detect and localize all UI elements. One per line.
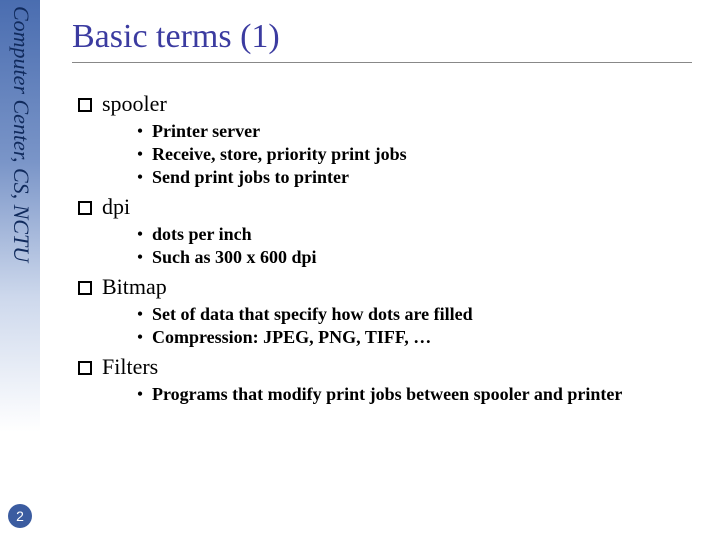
section-heading: dpi: [72, 194, 700, 220]
list-item-text: Such as 300 x 600 dpi: [152, 247, 317, 267]
list-item: •dots per inch: [130, 224, 700, 245]
section-items: •Programs that modify print jobs between…: [72, 384, 700, 405]
list-item: •Compression: JPEG, PNG, TIFF, …: [130, 327, 700, 348]
outline-list: spooler •Printer server •Receive, store,…: [72, 91, 700, 405]
list-item-text: Programs that modify print jobs between …: [152, 384, 622, 404]
bullet-icon: •: [130, 304, 150, 325]
list-item: •Programs that modify print jobs between…: [130, 384, 700, 405]
bullet-icon: •: [130, 144, 150, 165]
list-item: •Such as 300 x 600 dpi: [130, 247, 700, 268]
page-number-badge: 2: [8, 504, 32, 528]
list-item-text: dots per inch: [152, 224, 252, 244]
section-items: •Printer server •Receive, store, priorit…: [72, 121, 700, 188]
list-item: •Set of data that specify how dots are f…: [130, 304, 700, 325]
section-heading-text: spooler: [102, 91, 167, 116]
list-item-text: Printer server: [152, 121, 260, 141]
page-number: 2: [16, 508, 24, 524]
bullet-icon: •: [130, 384, 150, 405]
title-underline: [72, 62, 692, 63]
list-item-text: Send print jobs to printer: [152, 167, 349, 187]
hollow-square-icon: [78, 98, 92, 112]
section-heading: Bitmap: [72, 274, 700, 300]
section-heading: spooler: [72, 91, 700, 117]
section-heading: Filters: [72, 354, 700, 380]
hollow-square-icon: [78, 201, 92, 215]
section-heading-text: dpi: [102, 194, 130, 219]
sidebar-org-label: Computer Center, CS, NCTU: [8, 6, 34, 262]
section-heading-text: Filters: [102, 354, 158, 379]
section-heading-text: Bitmap: [102, 274, 167, 299]
list-item: •Receive, store, priority print jobs: [130, 144, 700, 165]
hollow-square-icon: [78, 361, 92, 375]
list-item-text: Receive, store, priority print jobs: [152, 144, 407, 164]
bullet-icon: •: [130, 167, 150, 188]
slide-title: Basic terms (1): [72, 18, 700, 56]
list-item: •Send print jobs to printer: [130, 167, 700, 188]
section-items: •dots per inch •Such as 300 x 600 dpi: [72, 224, 700, 268]
slide-content: Basic terms (1) spooler •Printer server …: [72, 18, 700, 407]
bullet-icon: •: [130, 327, 150, 348]
section-items: •Set of data that specify how dots are f…: [72, 304, 700, 348]
sidebar-gradient: Computer Center, CS, NCTU: [0, 0, 40, 540]
list-item-text: Compression: JPEG, PNG, TIFF, …: [152, 327, 431, 347]
list-item-text: Set of data that specify how dots are fi…: [152, 304, 473, 324]
hollow-square-icon: [78, 281, 92, 295]
bullet-icon: •: [130, 121, 150, 142]
list-item: •Printer server: [130, 121, 700, 142]
bullet-icon: •: [130, 247, 150, 268]
bullet-icon: •: [130, 224, 150, 245]
